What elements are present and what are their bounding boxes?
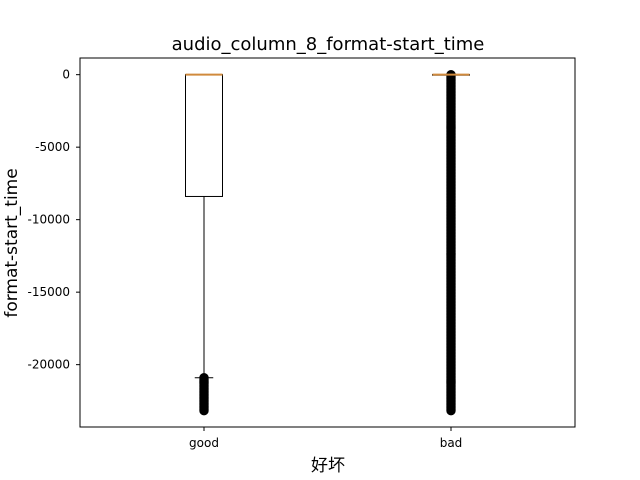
x-tick-label: bad	[440, 436, 463, 450]
x-tick-label: good	[189, 436, 219, 450]
plot-frame	[79, 57, 576, 428]
box-bad	[432, 69, 470, 416]
outlier-markers	[199, 373, 209, 416]
y-tick-label: -10000	[27, 213, 70, 227]
chart-title: audio_column_8_format-start_time	[172, 34, 485, 55]
box-body	[185, 74, 223, 197]
x-axis-label: 好坏	[311, 456, 345, 476]
y-tick-label: 0	[62, 68, 70, 82]
outlier-point	[446, 405, 456, 416]
axis-ticks: 0 -5000 -10000 -15000 -20000 good bad	[27, 68, 462, 450]
y-tick-label: -20000	[27, 358, 70, 372]
outlier-markers	[446, 69, 456, 416]
y-tick-label: -15000	[27, 285, 70, 299]
box-good	[185, 73, 223, 416]
plot-area	[185, 69, 470, 416]
y-axis-label: format-start_time	[2, 168, 22, 317]
outlier-point	[199, 406, 209, 416]
y-tick-label: -5000	[35, 140, 70, 154]
